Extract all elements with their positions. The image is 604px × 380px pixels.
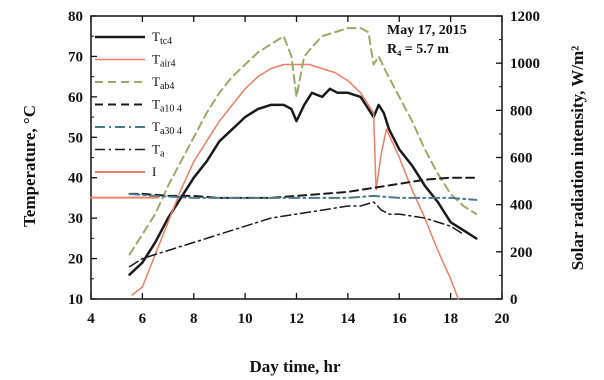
legend-label-2: Tab4 — [152, 74, 174, 92]
y-tick-label-left: 40 — [68, 171, 83, 187]
x-tick-label: 8 — [190, 311, 198, 327]
chart-series — [90, 27, 478, 300]
y-tick-label-left: 60 — [68, 90, 83, 106]
annotation-radius: R₄ = 5.7 m — [387, 42, 449, 57]
y-tick-label-left: 50 — [68, 130, 83, 146]
x-tick-label: 6 — [139, 311, 147, 327]
legend-label-4: Ta30 4 — [152, 119, 182, 137]
y-tick-label-right: 600 — [510, 151, 533, 167]
y-tick-label-right: 400 — [510, 198, 533, 214]
y-tick-label-left: 80 — [68, 9, 83, 25]
x-tick-label: 18 — [443, 311, 458, 327]
series-line-5 — [128, 201, 465, 268]
legend-label-0: Ttc4 — [152, 29, 172, 47]
y-tick-label-right: 1200 — [510, 9, 540, 25]
y-tick-label-right: 200 — [510, 245, 533, 261]
y-tick-label-left: 70 — [68, 49, 83, 65]
y-tick-label-left: 20 — [68, 252, 83, 268]
x-tick-label: 4 — [87, 311, 95, 327]
x-tick-label: 16 — [392, 311, 408, 327]
chart-ticks: 4 6 8 10 12 14 16 18 201020304050607080020040060… — [68, 9, 540, 327]
y-tick-label-right: 0 — [510, 292, 518, 308]
x-axis-title: Day time, hr — [249, 357, 341, 376]
chart-legend: Ttc4 Tair4 Tab4 Ta10 4 Ta30 4 Ta I — [95, 29, 182, 179]
legend-label-5: Ta — [152, 142, 165, 160]
series-line-3 — [128, 176, 478, 199]
x-tick-label: 20 — [495, 311, 510, 327]
y-axis-title-left: Temperature, °C — [20, 105, 39, 227]
y-tick-label-right: 800 — [510, 103, 533, 119]
y-tick-label-left: 30 — [68, 211, 83, 227]
legend-label-6: I — [152, 164, 156, 179]
series-line-1 — [131, 63, 460, 300]
y-axis-title-right: Solar radiation intensity, W/m² — [568, 46, 587, 271]
series-line-0 — [128, 87, 478, 276]
x-tick-label: 10 — [238, 311, 253, 327]
legend-label-1: Tair4 — [152, 52, 176, 70]
x-tick-label: 12 — [289, 311, 304, 327]
legend-label-3: Ta10 4 — [152, 97, 182, 115]
y-tick-label-right: 1000 — [510, 56, 540, 72]
series-line-2 — [128, 27, 478, 256]
x-tick-label: 14 — [340, 311, 356, 327]
annotation-date: May 17, 2015 — [387, 23, 467, 38]
y-tick-label-left: 10 — [68, 292, 83, 308]
series-line-4 — [128, 192, 478, 201]
